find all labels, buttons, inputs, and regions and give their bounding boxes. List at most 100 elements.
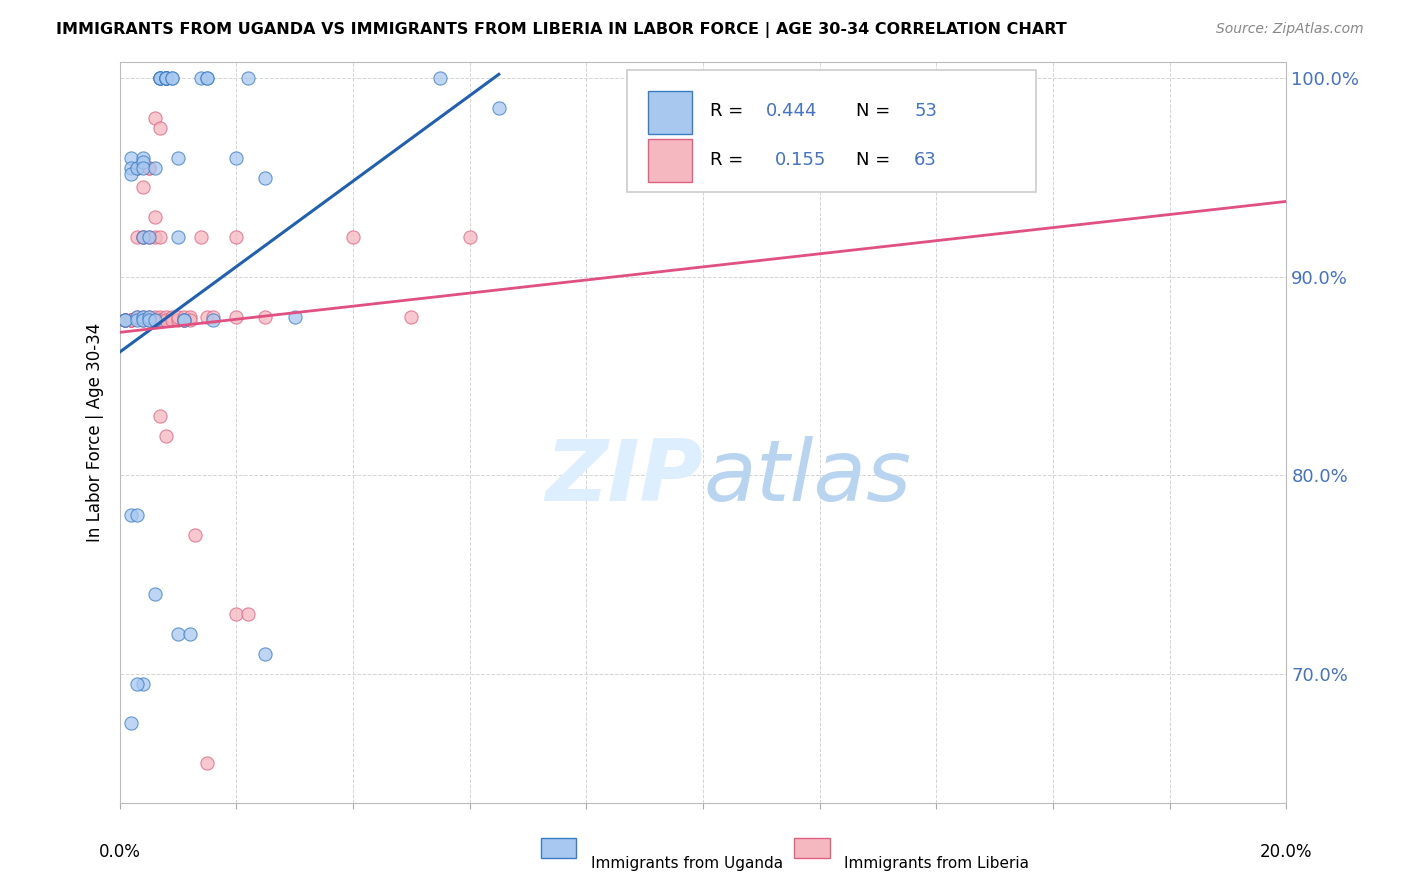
Bar	[648, 139, 693, 182]
Point	[120, 716, 142, 731]
Point	[149, 71, 172, 86]
Point	[458, 230, 481, 244]
Text: ZIP: ZIP	[546, 435, 703, 518]
FancyBboxPatch shape	[627, 70, 1036, 192]
Point	[166, 310, 188, 324]
Point	[149, 313, 172, 327]
Point	[125, 161, 148, 175]
Point	[429, 71, 451, 86]
Point	[179, 310, 201, 324]
Point	[201, 310, 224, 324]
Point	[143, 313, 166, 327]
Point	[225, 607, 247, 622]
Point	[120, 508, 142, 522]
Point	[149, 120, 172, 135]
Point	[160, 310, 183, 324]
Point	[173, 310, 195, 324]
Point	[160, 313, 183, 327]
Point	[149, 313, 172, 327]
Text: R =: R =	[710, 103, 749, 120]
Point	[401, 310, 423, 324]
Point	[173, 313, 195, 327]
Point	[179, 313, 201, 327]
Point	[155, 71, 177, 86]
Point	[132, 151, 155, 165]
Point	[132, 161, 155, 175]
Point	[125, 161, 148, 175]
Point	[225, 151, 247, 165]
Point	[166, 151, 188, 165]
Point	[143, 230, 166, 244]
Point	[254, 647, 277, 661]
Text: Immigrants from Uganda: Immigrants from Uganda	[591, 856, 783, 871]
Point	[143, 310, 166, 324]
Point	[120, 151, 142, 165]
Point	[132, 310, 155, 324]
Point	[155, 310, 177, 324]
Point	[143, 111, 166, 125]
Text: 0.155: 0.155	[775, 151, 827, 169]
Point	[166, 313, 188, 327]
Text: N =: N =	[856, 151, 896, 169]
Point	[143, 587, 166, 601]
Point	[488, 101, 510, 115]
Point	[114, 313, 136, 327]
Point	[342, 230, 364, 244]
Point	[236, 71, 259, 86]
Point	[184, 528, 207, 542]
Point	[125, 161, 148, 175]
Point	[132, 180, 155, 194]
Point	[138, 313, 160, 327]
Point	[132, 310, 155, 324]
Point	[138, 230, 160, 244]
Text: N =: N =	[856, 103, 896, 120]
Point	[125, 508, 148, 522]
Point	[149, 409, 172, 423]
Text: 53: 53	[914, 103, 938, 120]
Point	[149, 71, 172, 86]
Point	[160, 71, 183, 86]
Point	[125, 676, 148, 690]
Point	[132, 230, 155, 244]
Point	[155, 71, 177, 86]
Point	[125, 310, 148, 324]
Text: R =: R =	[710, 151, 755, 169]
Point	[166, 230, 188, 244]
Point	[283, 310, 307, 324]
Point	[254, 170, 277, 185]
Point	[114, 313, 136, 327]
Text: IMMIGRANTS FROM UGANDA VS IMMIGRANTS FROM LIBERIA IN LABOR FORCE | AGE 30-34 COR: IMMIGRANTS FROM UGANDA VS IMMIGRANTS FRO…	[56, 22, 1067, 38]
Point	[983, 141, 1005, 155]
Text: 63: 63	[914, 151, 936, 169]
Point	[190, 230, 212, 244]
Point	[120, 161, 142, 175]
Point	[166, 627, 188, 641]
Point	[190, 71, 212, 86]
Point	[236, 607, 259, 622]
Point	[195, 71, 218, 86]
Point	[138, 230, 160, 244]
Point	[155, 71, 177, 86]
Point	[160, 71, 183, 86]
Text: atlas: atlas	[703, 435, 911, 518]
Text: 0.0%: 0.0%	[98, 843, 141, 861]
Point	[138, 313, 160, 327]
Point	[125, 310, 148, 324]
Y-axis label: In Labor Force | Age 30-34: In Labor Force | Age 30-34	[86, 323, 104, 542]
Point	[149, 71, 172, 86]
Point	[125, 230, 148, 244]
Point	[138, 313, 160, 327]
Text: 20.0%: 20.0%	[1260, 843, 1313, 861]
Text: Immigrants from Liberia: Immigrants from Liberia	[844, 856, 1029, 871]
Point	[132, 313, 155, 327]
Point	[155, 71, 177, 86]
Point	[120, 313, 142, 327]
Point	[155, 428, 177, 442]
Point	[143, 211, 166, 225]
Point	[114, 313, 136, 327]
Point	[149, 71, 172, 86]
Point	[114, 313, 136, 327]
Bar	[648, 91, 693, 134]
Point	[155, 71, 177, 86]
Point	[143, 313, 166, 327]
